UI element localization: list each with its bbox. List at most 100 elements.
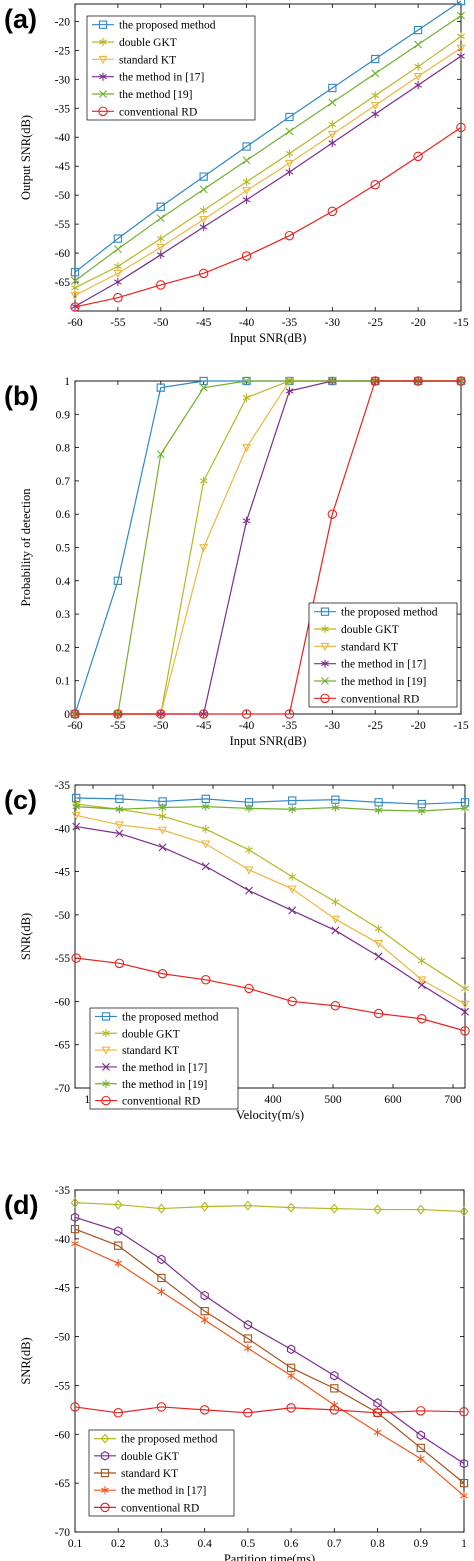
y-tick-label: -40: [55, 823, 71, 835]
panel-label: (c): [4, 785, 37, 815]
series-line: [74, 1243, 465, 1497]
legend-entry-label: the proposed method: [121, 1434, 218, 1446]
x-tick-label: -30: [325, 317, 341, 329]
data-point: [199, 376, 208, 386]
data-point: [286, 1344, 296, 1355]
data-point: [461, 1007, 469, 1016]
legend-swatch-marker: [101, 1095, 111, 1106]
legend-entry-label: conventional RD: [121, 1502, 199, 1514]
data-point: [413, 25, 423, 35]
data-point: [201, 825, 210, 834]
data-point: [372, 1408, 383, 1418]
series-line: [74, 1228, 465, 1484]
data-point: [374, 952, 383, 961]
chart-panel: (b) -60 -55 -50 -45 -40 -35 -30 -25 -20 -15 0 0.1 0.2…: [4, 376, 469, 748]
data-point: [457, 52, 465, 61]
data-point: [156, 450, 165, 459]
data-point: [70, 1197, 80, 1208]
data-point: [113, 269, 123, 279]
data-point: [373, 1428, 382, 1437]
x-tick-label: -40: [239, 720, 255, 732]
data-point: [457, 32, 465, 41]
x-tick-label: 700: [444, 1094, 462, 1106]
data-point: [242, 156, 251, 165]
y-tick-label: -60: [55, 996, 71, 1008]
data-point: [286, 1403, 296, 1413]
data-point: [461, 984, 469, 993]
legend-entry-label: double GKT: [119, 37, 177, 49]
y-tick-label: -55: [55, 1380, 71, 1392]
data-point: [114, 1259, 123, 1268]
data-point: [72, 802, 81, 811]
data-point: [417, 980, 426, 989]
y-tick-label: -45: [55, 867, 71, 879]
legend-entry-label: standard KT: [119, 54, 176, 66]
data-point: [328, 120, 337, 129]
x-tick-label: 600: [384, 1094, 402, 1106]
legend-entry-label: the method in [17]: [341, 659, 426, 671]
x-tick-label: 0.6: [284, 1538, 299, 1550]
y-tick-label: 0.1: [56, 676, 71, 688]
data-point: [327, 509, 338, 519]
series-line: [74, 0, 462, 273]
data-point: [329, 1405, 340, 1415]
chart-panel: (c)100200300400500600700-70-65-60-55-50-…: [4, 780, 470, 1122]
data-point: [70, 1402, 80, 1412]
data-point: [459, 1206, 469, 1217]
data-point: [199, 1405, 210, 1415]
data-point: [459, 1458, 469, 1469]
data-point: [200, 1307, 209, 1316]
data-point: [71, 811, 81, 821]
x-tick-label: -50: [153, 317, 169, 329]
y-tick-label: -65: [55, 1040, 71, 1052]
legend-swatch-marker: [320, 642, 330, 652]
data-point: [201, 794, 210, 804]
x-tick-label: -20: [410, 317, 426, 329]
data-point: [199, 544, 209, 553]
data-point: [288, 796, 297, 805]
series: [71, 953, 470, 1036]
legend-swatch-marker: [102, 1062, 110, 1071]
data-point: [460, 1491, 468, 1500]
data-point: [242, 393, 251, 402]
data-point: [417, 956, 426, 965]
data-point: [114, 1241, 123, 1250]
y-axis-label: Output SNR(dB): [19, 115, 33, 200]
x-tick-label: -15: [453, 720, 469, 732]
legend-swatch-marker: [100, 1433, 110, 1444]
legend: the proposed method double GKT standard KT…: [308, 602, 458, 708]
series-line: [76, 806, 466, 812]
series: [70, 44, 466, 301]
data-point: [284, 230, 295, 241]
y-tick-label: -35: [55, 103, 71, 115]
legend: the proposed method double GKT standard KT…: [86, 15, 256, 121]
data-point: [417, 806, 426, 816]
legend-entry-label: conventional RD: [119, 106, 197, 118]
series-line: [74, 47, 462, 296]
series-line: [75, 380, 461, 715]
data-point: [416, 1406, 426, 1416]
x-tick-label: -20: [410, 720, 426, 732]
x-tick-label: 0.9: [414, 1538, 429, 1550]
series: [71, 32, 465, 292]
data-point: [113, 1408, 123, 1418]
legend-entry-label: double GKT: [121, 1451, 179, 1463]
data-point: [286, 1363, 296, 1372]
legend: the proposed method double GKT standard KT…: [88, 1429, 235, 1517]
x-tick-label: 0.4: [197, 1538, 212, 1550]
series: [70, 376, 466, 719]
data-point: [330, 1203, 339, 1214]
series: [70, 1197, 469, 1217]
data-point: [374, 806, 383, 815]
data-point: [199, 216, 209, 225]
data-point: [413, 376, 423, 386]
legend-entry-label: the method in [17]: [122, 1062, 207, 1074]
data-point: [156, 709, 166, 719]
y-tick-label: 0.4: [56, 576, 71, 588]
data-point: [201, 802, 210, 811]
y-tick-label: -70: [55, 1083, 71, 1095]
legend-entry-label: the method in [17]: [119, 72, 204, 84]
data-point: [288, 906, 297, 915]
data-point: [158, 826, 168, 835]
